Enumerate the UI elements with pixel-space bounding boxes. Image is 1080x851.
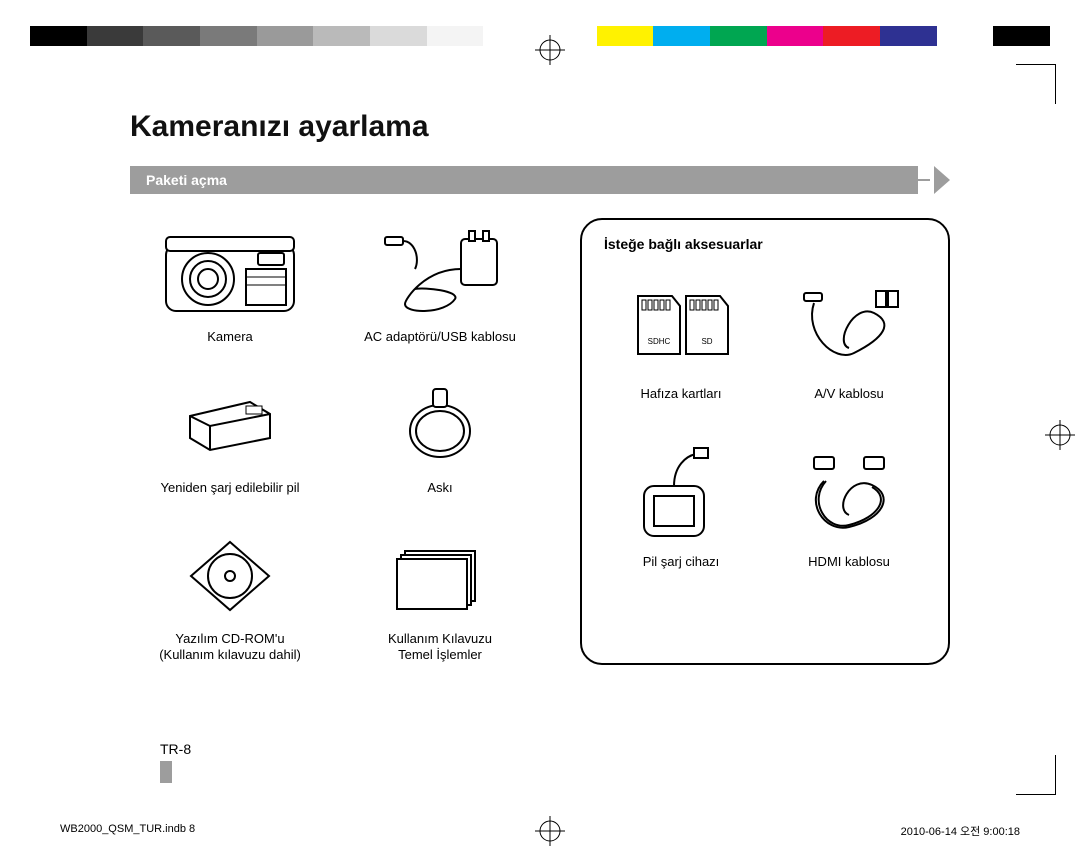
crop-mark-icon xyxy=(1016,64,1056,104)
item-label: HDMI kablosu xyxy=(808,554,890,588)
item-label: Yeniden şarj edilebilir pil xyxy=(161,480,300,514)
item-label: Kamera xyxy=(207,329,253,363)
item-avcable: A/V kablosu xyxy=(772,270,926,420)
print-footer: WB2000_QSM_TUR.indb 8 2010-06-14 오전 9:00… xyxy=(60,823,1020,839)
chevron-right-icon xyxy=(934,166,950,194)
adapter-icon xyxy=(365,218,515,329)
item-battery: Yeniden şarj edilebilir pil xyxy=(130,369,330,514)
camera-icon xyxy=(160,218,300,329)
footer-timestamp: 2010-06-14 오전 9:00:18 xyxy=(901,823,1020,839)
cdrom-icon xyxy=(185,520,275,631)
page-title: Kameranızı ayarlama xyxy=(130,110,950,144)
item-label: Pil şarj cihazı xyxy=(643,554,720,588)
included-items-grid: Kamera AC adaptörü/USB kablosu Yeniden ş… xyxy=(130,218,550,665)
footer-filename: WB2000_QSM_TUR.indb 8 xyxy=(60,823,195,839)
registration-mark-icon xyxy=(535,35,565,65)
charger-icon xyxy=(626,438,736,554)
item-camera: Kamera xyxy=(130,218,330,363)
item-label: AC adaptörü/USB kablosu xyxy=(364,329,516,363)
item-label: Hafıza kartları xyxy=(641,386,722,420)
item-charger: Pil şarj cihazı xyxy=(604,438,758,588)
item-label: A/V kablosu xyxy=(814,386,883,420)
page-number: TR-8 xyxy=(160,741,191,783)
section-header: Paketi açma xyxy=(130,166,950,194)
item-adapter: AC adaptörü/USB kablosu xyxy=(340,218,540,363)
avcable-icon xyxy=(794,270,904,386)
optional-title: İsteğe bağlı aksesuarlar xyxy=(604,236,926,252)
sdhc-label: SDHC xyxy=(648,337,671,346)
manual-icon xyxy=(395,520,485,631)
item-sdcards: SDHC SD Hafıza kartları xyxy=(604,270,758,420)
sdcard-icon: SDHC SD xyxy=(626,270,736,386)
item-cdrom: Yazılım CD-ROM'u(Kullanım kılavuzu dahil… xyxy=(130,520,330,665)
battery-icon xyxy=(180,369,280,480)
section-label: Paketi açma xyxy=(130,166,918,194)
item-label: Askı xyxy=(427,480,452,514)
hdmi-icon xyxy=(794,438,904,554)
page-content: Kameranızı ayarlama Paketi açma Kamera A… xyxy=(130,110,950,791)
optional-accessories-box: İsteğe bağlı aksesuarlar SDHC SD Hafız xyxy=(580,218,950,665)
crop-mark-icon xyxy=(1016,755,1056,795)
strap-icon xyxy=(395,369,485,480)
item-strap: Askı xyxy=(340,369,540,514)
item-hdmi: HDMI kablosu xyxy=(772,438,926,588)
sd-label: SD xyxy=(701,337,712,346)
item-label: Kullanım KılavuzuTemel İşlemler xyxy=(388,631,492,665)
item-manual: Kullanım KılavuzuTemel İşlemler xyxy=(340,520,540,665)
registration-mark-icon xyxy=(1045,420,1075,450)
item-label: Yazılım CD-ROM'u(Kullanım kılavuzu dahil… xyxy=(159,631,301,665)
page-number-bar-icon xyxy=(160,761,172,783)
